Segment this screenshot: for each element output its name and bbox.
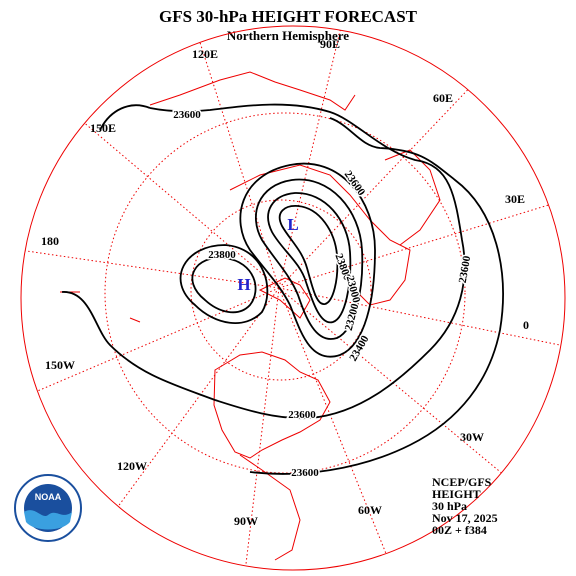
coastline [258,277,311,319]
longitude-label: 90E [320,37,340,51]
meridian [278,204,549,289]
contour [249,117,504,475]
height-contours [61,103,504,475]
contour-label: 23600 [291,467,319,479]
meridian [245,287,280,566]
longitude-label: 30W [460,430,484,444]
logo-wave [24,510,72,530]
longitude-label: 30E [505,192,525,206]
longitude-label: 120W [117,459,147,473]
logo-text: NOAA [35,492,62,502]
coastline [213,351,331,459]
info-line: Nov 17, 2025 [432,511,498,525]
map-subtitle: Northern Hemisphere [227,28,349,43]
longitude-label: 60E [433,91,453,105]
latitude-circle [104,112,466,474]
contour-label: 23600 [173,109,201,121]
longitude-label: 120E [192,47,218,61]
meridian [117,287,280,507]
coastline [149,71,356,111]
info-line: 00Z + f384 [432,523,487,537]
info-line: HEIGHT [432,487,481,501]
info-line: NCEP/GFS [432,475,492,489]
meridian [84,122,280,289]
coastlines [60,71,441,561]
longitude-label: 150W [45,358,75,372]
low-center: L [287,215,298,234]
meridian [278,30,341,289]
meridian [278,89,469,289]
high-center: H [237,275,250,294]
longitude-label: 180 [41,234,59,248]
noaa-logo: NOAA [14,474,82,542]
graticule [25,30,561,566]
contour [61,103,466,420]
longitude-label: 60W [358,503,382,517]
longitude-label: 150E [90,121,116,135]
latitude-circle [190,199,372,381]
info-line: 30 hPa [432,499,467,513]
hemisphere-boundary [20,25,566,571]
contour [239,162,376,358]
longitude-label: 0 [523,318,529,332]
contour [278,205,339,305]
contour-label: 23600 [288,409,316,421]
coastline [239,454,301,561]
contour-label: 23800 [208,249,236,261]
meridian [278,287,502,474]
contour [99,104,151,131]
meridian [25,250,280,289]
map-title: GFS 30-hPa HEIGHT FORECAST [159,7,418,26]
longitude-label: 90W [234,514,258,528]
contour [191,257,257,314]
contour [179,244,269,324]
contour [267,192,352,324]
meridian [199,42,280,289]
contour [254,178,364,340]
